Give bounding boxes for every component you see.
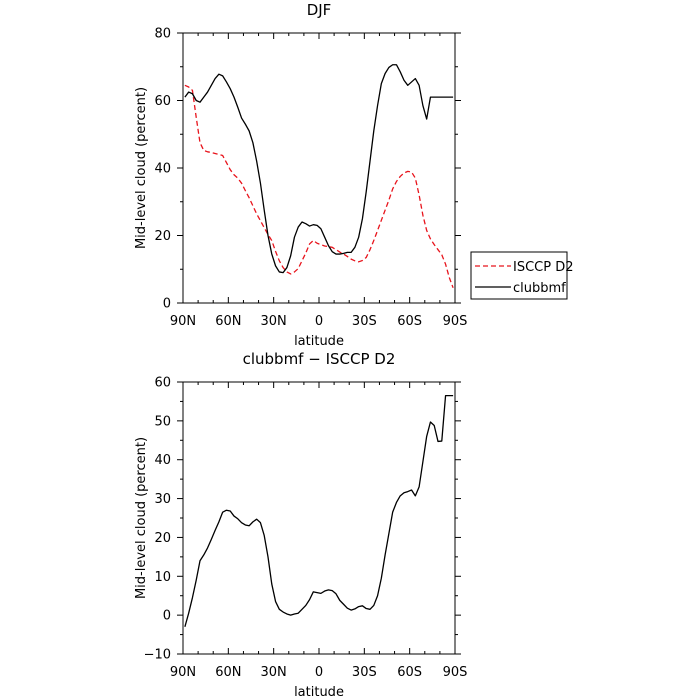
x-tick-label: 90S (443, 665, 468, 680)
x-tick-label: 60N (215, 665, 241, 680)
x-tick-label: 60S (397, 665, 422, 680)
chart-difference: clubbmf − ISCCP D2 latitude Mid-level cl… (134, 350, 467, 700)
legend: ISCCP D2 clubbmf (470, 251, 574, 300)
x-tick-label: 30S (352, 314, 377, 329)
plot-frame (182, 32, 456, 304)
y-axis-label: Mid-level cloud (percent) (134, 437, 149, 599)
y-tick-label: 20 (154, 229, 171, 244)
y-axis-label: Mid-level cloud (percent) (134, 87, 149, 249)
y-tick-label: 60 (154, 376, 171, 391)
x-tick-label: 60N (215, 314, 241, 329)
legend-box (470, 251, 568, 300)
ticks-layer: 90N 60N 30N 0 30S 60S 90S −10 0 10 20 30 40 50 60 (144, 376, 468, 681)
plot-frame (182, 381, 456, 655)
y-tick-label: 40 (154, 453, 171, 468)
y-tick-label: 10 (154, 570, 171, 585)
ticks-layer: 90N 60N 30N 0 30S 60S 90S 0 20 40 60 80 (154, 27, 467, 330)
legend-label-clubbmf: clubbmf (513, 281, 566, 296)
y-tick-label: 50 (154, 414, 171, 429)
chart-title: DJF (307, 1, 332, 19)
series-layer (184, 394, 454, 627)
x-axis-label: latitude (294, 334, 344, 349)
y-tick-label: 0 (163, 297, 171, 312)
x-tick-label: 90N (170, 665, 196, 680)
x-tick-label: 90S (443, 314, 468, 329)
x-tick-label: 0 (315, 665, 323, 680)
x-axis-label: latitude (294, 685, 344, 700)
x-tick-label: 30N (261, 665, 287, 680)
y-tick-label: 40 (154, 162, 171, 177)
x-tick-label: 60S (397, 314, 422, 329)
x-tick-label: 0 (315, 314, 323, 329)
series-line-0 (184, 394, 454, 627)
y-tick-label: −10 (144, 648, 171, 663)
x-tick-label: 90N (170, 314, 196, 329)
series-line-0 (184, 84, 454, 289)
y-tick-label: 0 (163, 609, 171, 624)
y-tick-label: 20 (154, 531, 171, 546)
series-line-1 (184, 64, 454, 274)
chart-djf: DJF latitude Mid-level cloud (percent) 9… (134, 1, 467, 349)
legend-label-isccp: ISCCP D2 (513, 260, 574, 275)
chart-title: clubbmf − ISCCP D2 (243, 350, 396, 368)
x-tick-label: 30N (261, 314, 287, 329)
y-tick-label: 60 (154, 94, 171, 109)
x-tick-label: 30S (352, 665, 377, 680)
series-layer (184, 64, 454, 289)
y-tick-label: 80 (154, 27, 171, 42)
y-tick-label: 30 (154, 492, 171, 507)
